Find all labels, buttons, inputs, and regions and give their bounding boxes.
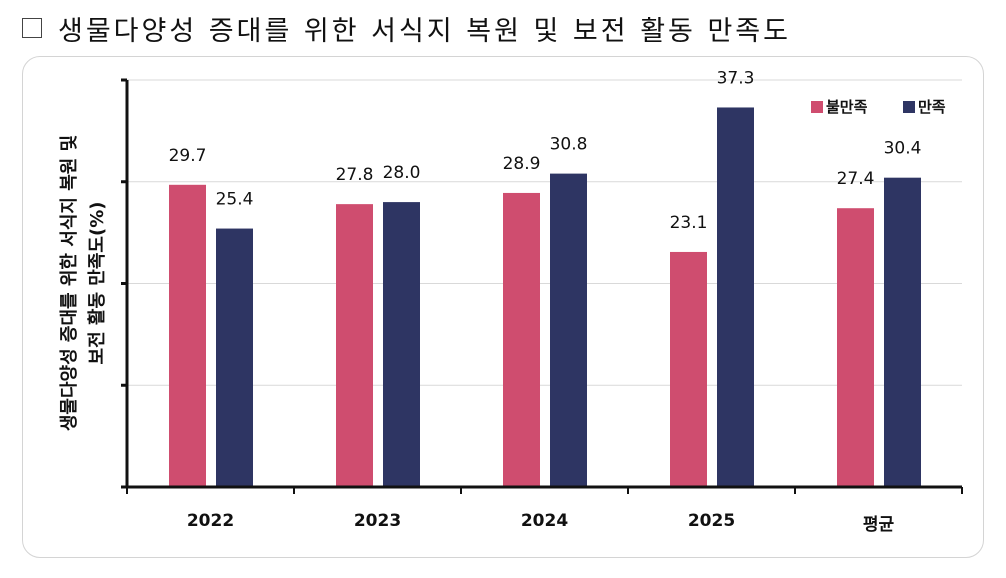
bar-satisfied	[884, 177, 921, 487]
bar-dissatisfied	[503, 192, 540, 487]
bar-satisfied	[216, 228, 253, 487]
bar-satisfied	[383, 202, 420, 487]
heading-marker	[22, 18, 42, 38]
bar-dissatisfied	[336, 204, 373, 487]
data-label: 28.0	[383, 163, 421, 183]
x-tick-label: 2024	[521, 511, 568, 531]
y-axis-label-line: 보전 활동 만족도(%)	[87, 202, 108, 365]
bar-satisfied	[550, 173, 587, 488]
bar-dissatisfied	[670, 251, 707, 487]
bar-dissatisfied	[837, 208, 874, 487]
data-label: 30.8	[550, 135, 588, 155]
legend-label-satisfied: 만족	[918, 98, 946, 116]
data-label: 27.4	[837, 169, 875, 189]
bars	[169, 107, 921, 488]
data-label: 29.7	[169, 146, 207, 166]
x-tick-label: 2023	[354, 511, 401, 531]
legend-swatch-satisfied	[903, 101, 915, 113]
data-label: 23.1	[670, 213, 708, 233]
data-label: 30.4	[884, 139, 922, 159]
x-tick-label: 2025	[688, 511, 735, 531]
data-label: 27.8	[336, 165, 374, 185]
legend-label-dissatisfied: 불만족	[826, 98, 868, 116]
bar-dissatisfied	[169, 184, 206, 488]
data-label: 25.4	[216, 190, 254, 210]
bar-satisfied	[717, 107, 754, 487]
y-axis-label: 생물다양성 증대를 위한 서식지 복원 및 보전 활동 만족도(%)	[59, 135, 108, 431]
legend-swatch-dissatisfied	[811, 101, 823, 113]
data-label: 37.3	[717, 68, 755, 88]
x-tick-label: 2022	[187, 511, 234, 531]
x-tick-label: 평균	[863, 515, 895, 535]
gridlines	[127, 79, 962, 386]
data-label: 28.9	[503, 154, 541, 174]
y-axis-label-line: 생물다양성 증대를 위한 서식지 복원 및	[59, 135, 80, 431]
page-title: 생물다양성 증대를 위한 서식지 복원 및 보전 활동 만족도	[58, 15, 791, 47]
x-tick-labels: 2022 2023 2024 2025 평균	[187, 511, 895, 535]
page-heading: 생물다양성 증대를 위한 서식지 복원 및 보전 활동 만족도	[22, 8, 791, 48]
legend: 불만족 만족	[811, 98, 946, 116]
axes	[121, 78, 963, 494]
value-labels: 29.7 25.4 27.8 28.0 28.9 30.8 23.1 37.3 27.4 30.4	[169, 68, 922, 232]
